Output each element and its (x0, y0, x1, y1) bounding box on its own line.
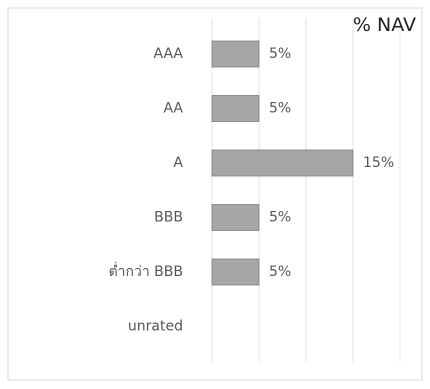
category-label: unrated (128, 319, 183, 335)
unit-label: % NAV (352, 14, 416, 36)
category-label: BBB (154, 210, 183, 226)
bar (211, 149, 354, 177)
value-label: 15% (363, 155, 394, 171)
category-label: ต่ำกว่า BBB (109, 262, 183, 280)
bar (211, 40, 260, 68)
category-label: AAA (153, 46, 183, 62)
value-label: 5% (269, 264, 291, 280)
bars (211, 40, 354, 286)
value-labels: 5% 5% 15% 5% 5% (269, 46, 394, 280)
bar (211, 95, 260, 122)
bar (211, 204, 260, 231)
value-label: 5% (269, 46, 291, 62)
category-label: AA (163, 101, 183, 117)
category-label: A (173, 155, 183, 171)
value-label: 5% (269, 210, 291, 226)
grid-lines (211, 18, 401, 362)
value-label: 5% (269, 101, 291, 117)
bar (211, 258, 260, 286)
